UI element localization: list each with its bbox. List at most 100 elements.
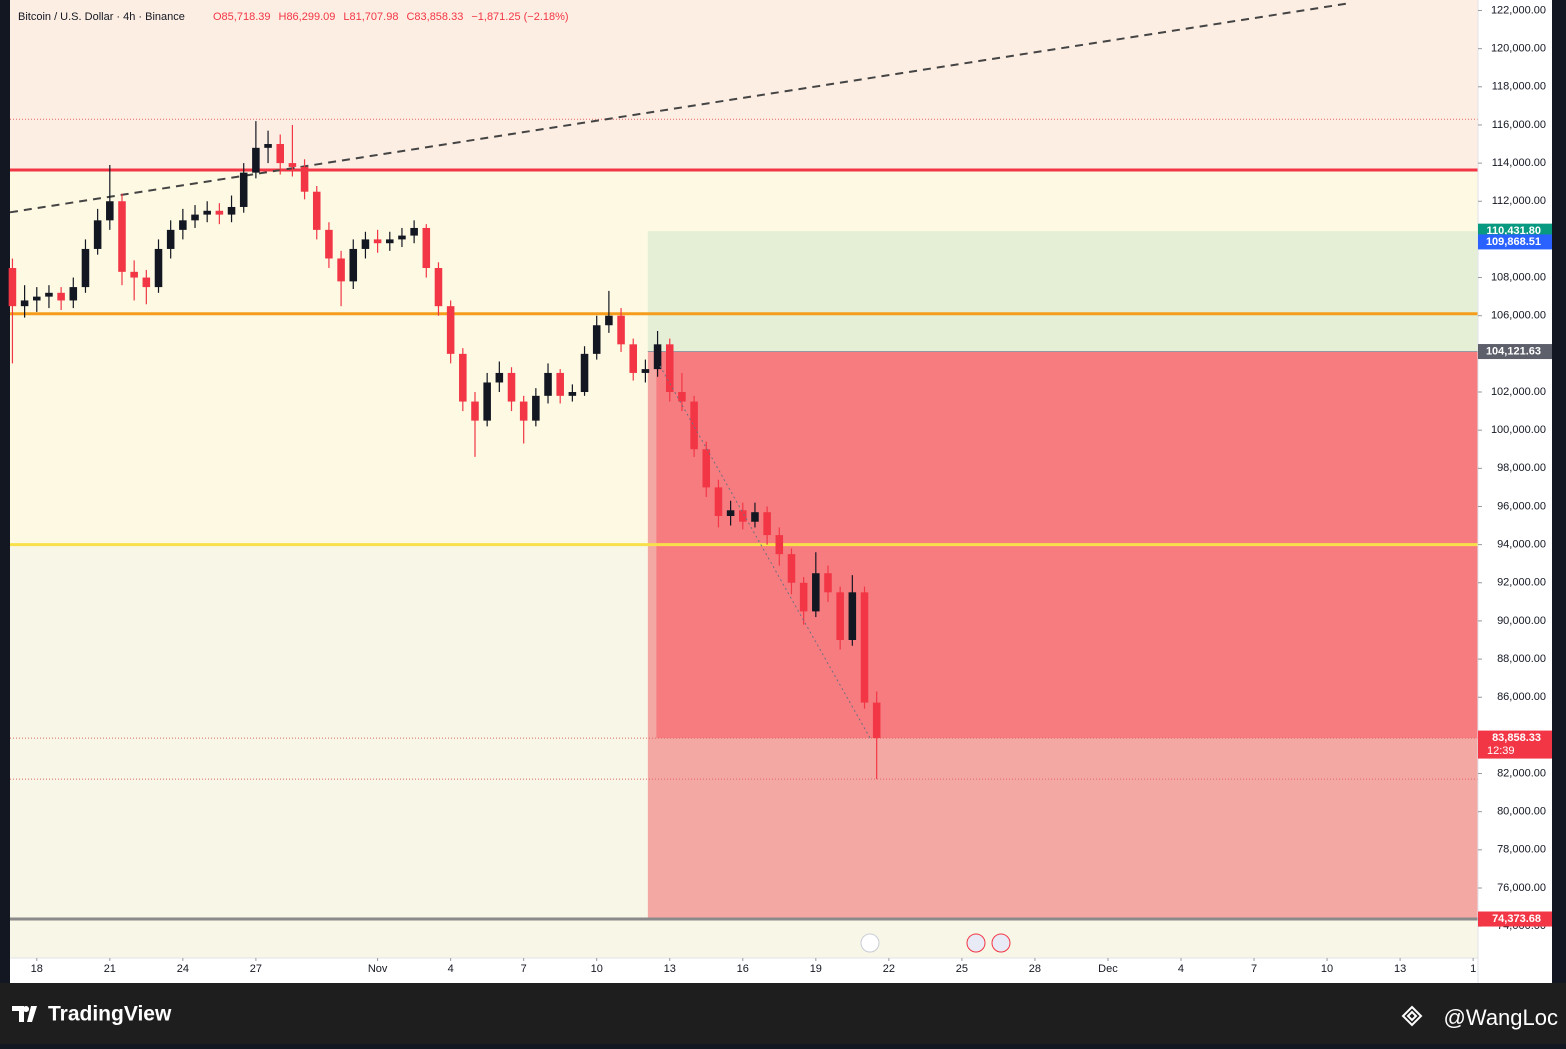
candle-body: [739, 510, 747, 522]
candle-body: [166, 229, 175, 249]
candle-body: [106, 201, 114, 221]
y-tick-label: 116,000.00: [1492, 119, 1546, 131]
x-tick-label: 18: [31, 963, 43, 975]
candle-body: [872, 702, 881, 739]
y-tick-label: 98,000.00: [1497, 462, 1546, 474]
price-tag-label: 104,121.63: [1486, 345, 1541, 357]
candle-body: [93, 220, 102, 249]
candle-body: [410, 227, 418, 236]
y-tick-label: 92,000.00: [1497, 577, 1546, 589]
candle-body: [45, 292, 53, 297]
y-tick-label: 78,000.00: [1497, 844, 1546, 856]
watermark: @WangLoc: [1444, 1005, 1558, 1030]
price-tag: [1478, 730, 1552, 759]
x-tick-label: 22: [883, 963, 895, 975]
price-tag-label: 110,431.80: [1487, 225, 1541, 237]
event-icon: [860, 933, 880, 953]
candle-body: [130, 271, 138, 278]
x-tick-label: 25: [956, 963, 968, 975]
y-tick-label: 122,000.00: [1491, 4, 1546, 16]
candle-body: [775, 535, 784, 555]
candle-body: [532, 395, 540, 421]
candle-body: [154, 248, 163, 288]
ohlc-value: C83,858.33: [406, 11, 463, 23]
y-tick-label: 86,000.00: [1497, 691, 1546, 703]
candle-body: [57, 292, 65, 301]
x-tick-label: 7: [521, 963, 527, 975]
candle-body: [495, 372, 504, 383]
candle-body: [665, 344, 674, 393]
candle-body: [203, 210, 211, 215]
candle-body: [459, 353, 467, 402]
candle-body: [325, 229, 333, 259]
candle-body: [860, 592, 869, 703]
candle-body: [592, 325, 601, 354]
x-tick-label: 24: [177, 963, 189, 975]
candle-body: [690, 401, 698, 450]
candle-body: [252, 147, 260, 173]
candle-body: [507, 372, 516, 402]
watermark-icon: [1401, 1005, 1423, 1027]
projection-line: [659, 365, 871, 739]
zone: [10, 0, 1478, 170]
candle-body: [276, 144, 285, 164]
y-tick-label: 118,000.00: [1492, 81, 1546, 93]
y-tick-label: 80,000.00: [1497, 806, 1546, 818]
x-tick-label: 28: [1029, 963, 1041, 975]
logo-mark: [12, 1006, 37, 1022]
candle-body: [179, 220, 187, 230]
footer: [0, 983, 1566, 1044]
ohlc-value: O85,718.39: [213, 11, 271, 23]
x-tick-label: 27: [250, 963, 262, 975]
x-tick-label: 13: [1394, 963, 1406, 975]
price-tag-countdown: 12:39: [1487, 745, 1515, 757]
y-tick-label: 100,000.00: [1491, 424, 1546, 436]
trendline: [9, 2, 1351, 214]
candle-body: [483, 382, 491, 421]
y-tick-label: 82,000.00: [1497, 767, 1546, 779]
candle-body: [215, 210, 224, 215]
y-tick-label: 108,000.00: [1491, 271, 1546, 283]
candle-body: [422, 227, 431, 269]
candle-body: [544, 372, 552, 396]
x-tick-label: 4: [448, 963, 454, 975]
candle-body: [118, 201, 126, 272]
candle-body: [617, 315, 625, 345]
candle-body: [812, 573, 820, 612]
candle-body: [8, 268, 17, 307]
candle-body: [288, 163, 297, 167]
y-tick-label: 114,000.00: [1492, 157, 1546, 169]
target-zone: [647, 231, 1478, 352]
chart-title: Bitcoin / U.S. Dollar · 4h · Binance: [18, 11, 185, 23]
x-tick-label: Nov: [368, 963, 388, 975]
candle-body: [398, 235, 406, 240]
event-icon: [991, 933, 1011, 953]
candle-body: [568, 392, 577, 396]
price-tag: [1478, 911, 1552, 927]
candle-body: [580, 353, 589, 393]
brand: TradingView: [48, 1003, 172, 1026]
x-tick-label: 4: [1178, 963, 1184, 975]
y-tick-label: 112,000.00: [1492, 195, 1546, 207]
y-tick-label: 106,000.00: [1491, 310, 1546, 322]
change-value: −1,871.25 (−2.18%): [471, 11, 568, 23]
price-tag: [1478, 234, 1552, 250]
candle-body: [349, 248, 358, 282]
y-tick-label: 102,000.00: [1491, 386, 1546, 398]
y-tick-label: 120,000.00: [1491, 43, 1546, 55]
candle-body: [824, 573, 832, 593]
candle-body: [836, 592, 844, 641]
candle-body: [142, 277, 151, 288]
candle-body: [519, 401, 528, 421]
event-icons: [860, 933, 1011, 953]
y-tick-label: 76,000.00: [1497, 882, 1546, 894]
price-tag-label: 83,858.33: [1492, 732, 1541, 744]
event-icon: [966, 933, 986, 953]
candle-body: [300, 166, 309, 192]
candle-body: [763, 512, 771, 536]
candle-body: [361, 239, 370, 249]
x-tick-label: 10: [1321, 963, 1333, 975]
candle-body: [629, 344, 638, 373]
